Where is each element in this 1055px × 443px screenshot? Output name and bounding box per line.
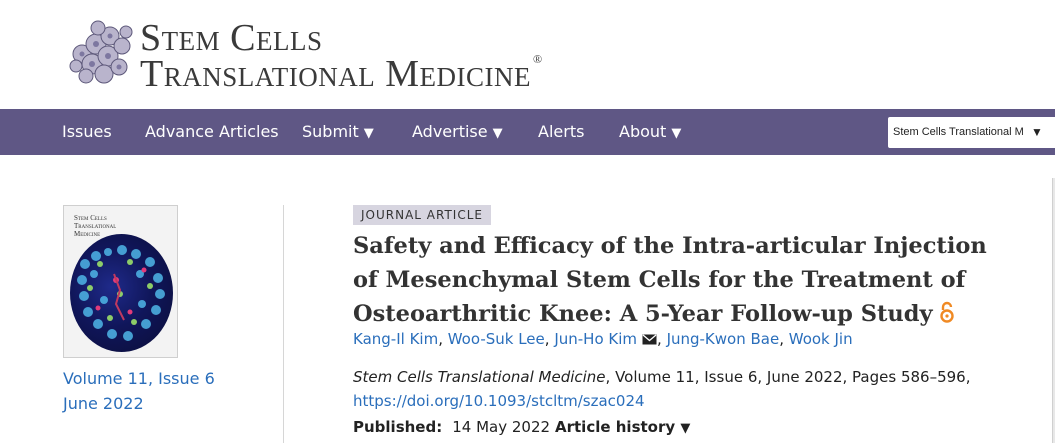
nav-about[interactable]: About ▼ bbox=[619, 109, 681, 155]
column-divider bbox=[283, 205, 284, 443]
logo-text-line2-label: Translational Medicine bbox=[140, 53, 531, 95]
open-access-lock-icon bbox=[939, 299, 955, 333]
nav-advance-articles-label: Advance Articles bbox=[145, 122, 279, 141]
journal-select-value: Stem Cells Translational M bbox=[893, 126, 1024, 138]
author-link[interactable]: Jun-Ho Kim bbox=[554, 330, 638, 348]
published-date: 14 May 2022 bbox=[452, 418, 551, 436]
nav-alerts-label: Alerts bbox=[538, 122, 585, 141]
citation-journal: Stem Cells Translational Medicine bbox=[353, 368, 606, 386]
published-label: Published: bbox=[353, 418, 443, 436]
article-history-label: Article history bbox=[555, 418, 676, 436]
chevron-down-icon: ▼ bbox=[671, 126, 682, 141]
issue-cover-image[interactable]: Stem Cells Translational Medicine bbox=[63, 205, 178, 358]
envelope-icon[interactable] bbox=[642, 331, 657, 349]
author-link[interactable]: Kang-Il Kim bbox=[353, 330, 439, 348]
article-title-text: Safety and Efficacy of the Intra-articul… bbox=[353, 233, 987, 327]
registered-mark: ® bbox=[532, 52, 543, 66]
chevron-down-icon: ▼ bbox=[363, 126, 374, 141]
article-history-toggle[interactable]: Article history ▼ bbox=[555, 418, 690, 436]
chevron-down-icon: ▼ bbox=[680, 421, 691, 436]
journal-select[interactable]: Stem Cells Translational M ▼ bbox=[888, 117, 1055, 148]
cover-micrograph bbox=[70, 234, 173, 352]
author-link[interactable]: Woo-Suk Lee bbox=[447, 330, 545, 348]
citation: Stem Cells Translational Medicine, Volum… bbox=[353, 368, 970, 386]
issue-volume-link[interactable]: Volume 11, Issue 6 bbox=[63, 369, 215, 388]
doi-link[interactable]: https://doi.org/10.1093/stcltm/szac024 bbox=[353, 392, 645, 410]
chevron-down-icon: ▼ bbox=[492, 126, 503, 141]
author-link[interactable]: Wook Jin bbox=[788, 330, 853, 348]
cover-title: Stem Cells Translational Medicine bbox=[74, 214, 117, 238]
nav-issues[interactable]: Issues bbox=[62, 109, 112, 155]
author-list: Kang-Il Kim, Woo-Suk Lee, Jun-Ho Kim, Ju… bbox=[353, 330, 853, 349]
nav-advertise-label: Advertise bbox=[412, 122, 488, 141]
right-panel-edge bbox=[1052, 178, 1055, 443]
nav-advertise[interactable]: Advertise ▼ bbox=[412, 109, 503, 155]
cell-cluster-logo-icon bbox=[69, 20, 133, 84]
masthead: Stem Cells Translational Medicine ® bbox=[0, 0, 1055, 108]
nav-alerts[interactable]: Alerts bbox=[538, 109, 584, 155]
author-link[interactable]: Jung-Kwon Bae bbox=[666, 330, 780, 348]
cover-micrograph-art bbox=[77, 245, 165, 341]
issue-date-link[interactable]: June 2022 bbox=[63, 394, 144, 413]
nav-submit[interactable]: Submit ▼ bbox=[302, 109, 374, 155]
author-separator: , bbox=[544, 330, 555, 348]
nav-submit-label: Submit bbox=[302, 122, 359, 141]
chevron-down-icon: ▼ bbox=[1031, 125, 1043, 139]
nav-advance-articles[interactable]: Advance Articles bbox=[145, 109, 279, 155]
citation-details: , Volume 11, Issue 6, June 2022, Pages 5… bbox=[605, 368, 971, 386]
nav-issues-label: Issues bbox=[62, 122, 112, 141]
author-separator: , bbox=[438, 330, 448, 348]
article-title: Safety and Efficacy of the Intra-articul… bbox=[353, 229, 993, 333]
article-type-badge: JOURNAL ARTICLE bbox=[353, 205, 491, 225]
nav-about-label: About bbox=[619, 122, 667, 141]
main-nav: Issues Advance Articles Submit ▼ Advertis… bbox=[0, 109, 1055, 155]
author-separator: , bbox=[657, 330, 667, 348]
published-row: Published: 14 May 2022 bbox=[353, 418, 550, 436]
logo-text-line1: Stem Cells bbox=[140, 17, 323, 59]
logo-text-line2: Translational Medicine ® bbox=[140, 52, 543, 96]
author-separator: , bbox=[779, 330, 789, 348]
journal-logo[interactable]: Stem Cells Translational Medicine ® bbox=[62, 14, 562, 96]
